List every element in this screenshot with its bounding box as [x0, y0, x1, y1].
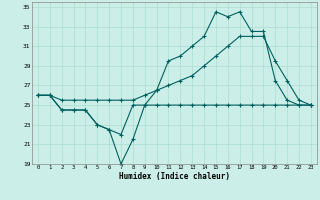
X-axis label: Humidex (Indice chaleur): Humidex (Indice chaleur)	[119, 172, 230, 181]
